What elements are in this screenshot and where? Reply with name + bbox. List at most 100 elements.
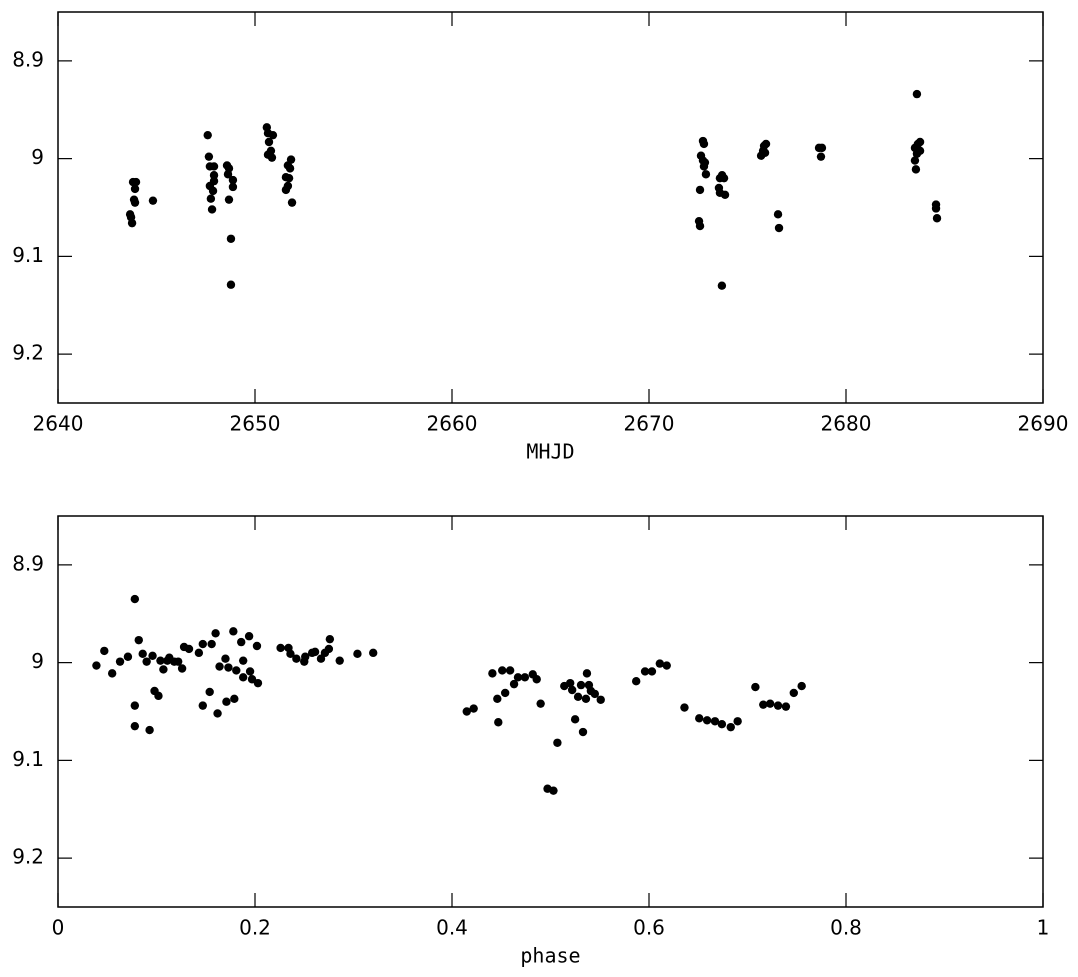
data-point [640,667,650,676]
data-point [115,657,125,666]
data-point [553,738,562,747]
data-point [536,699,545,708]
data-point [204,152,214,161]
y-tick-label: 9 [31,145,44,169]
data-point [462,707,471,716]
data-point [292,654,301,663]
data-point [310,647,320,657]
x-tick-label: 2680 [821,412,872,436]
data-point [253,678,263,688]
data-point [237,637,246,647]
data-point [773,210,783,219]
data-point [154,691,163,701]
data-point [631,676,641,686]
data-point [284,173,294,183]
data-point [915,146,925,156]
data-point [159,665,168,674]
data-point [213,709,222,718]
y-tick-label: 8.9 [12,551,44,575]
data-point [715,173,725,183]
x-tick-label: 0 [52,916,65,940]
data-point [131,177,141,187]
data-point [726,722,735,732]
data-point [573,692,583,702]
data-point [469,704,478,713]
data-point [238,656,248,665]
data-point [267,153,277,162]
data-point [221,654,230,663]
data-point [286,649,295,659]
data-point [286,155,296,164]
data-point [247,675,257,684]
data-point [130,594,140,604]
data-point [931,204,941,213]
data-point [781,702,791,711]
data-point [797,681,806,691]
data-point [915,137,925,147]
y-tick-label: 8.9 [12,47,44,71]
data-point [177,664,187,673]
data-point [567,685,577,695]
data-point [198,701,207,710]
plot-frame [57,515,1044,908]
data-point [695,714,704,723]
x-tick-label: 2670 [624,412,675,436]
data-point [207,639,216,649]
data-point [701,170,711,179]
data-point [207,205,217,214]
data-point [816,152,826,161]
x-tick-label: 0.8 [830,916,862,940]
x-axis-label: MHJD [526,440,574,464]
data-point [283,181,293,191]
data-point [655,659,665,668]
x-tick-label: 0.4 [436,916,468,940]
data-point [325,634,335,644]
data-point [505,666,515,675]
data-point [324,644,334,654]
y-tick-label: 9 [31,649,44,673]
data-point [252,641,262,651]
data-point [285,164,295,173]
data-point [596,695,605,704]
data-point [513,673,523,682]
data-point [276,643,285,653]
y-tick-label: 9.2 [12,341,44,365]
data-point [226,280,236,289]
data-point [765,699,775,708]
data-point [910,156,920,165]
data-point [789,688,798,698]
data-point [760,148,770,157]
data-point [184,644,194,654]
data-point [130,701,140,710]
data-point [751,682,760,692]
data-point [773,701,783,710]
x-tick-label: 2660 [427,412,478,436]
data-point [717,720,727,729]
y-tick-label: 9.1 [12,747,44,771]
data-point [224,663,233,672]
data-point [148,196,158,205]
x-tick-label: 2640 [33,412,84,436]
data-point [702,716,712,725]
data-point [520,673,530,682]
data-point [145,725,154,735]
data-point [92,661,101,670]
x-tick-label: 2650 [230,412,281,436]
plot-frame [57,11,1044,404]
data-point [107,669,117,678]
data-point [733,717,742,726]
data-point [911,165,921,174]
data-point [710,717,720,726]
data-point [222,697,231,706]
data-point [130,721,140,731]
x-tick-label: 1 [1037,916,1050,940]
data-point [130,184,140,194]
data-point [226,234,236,243]
data-point [287,198,297,207]
data-point [209,171,219,180]
data-point [720,190,730,199]
data-point [932,214,942,223]
data-point [369,648,378,658]
